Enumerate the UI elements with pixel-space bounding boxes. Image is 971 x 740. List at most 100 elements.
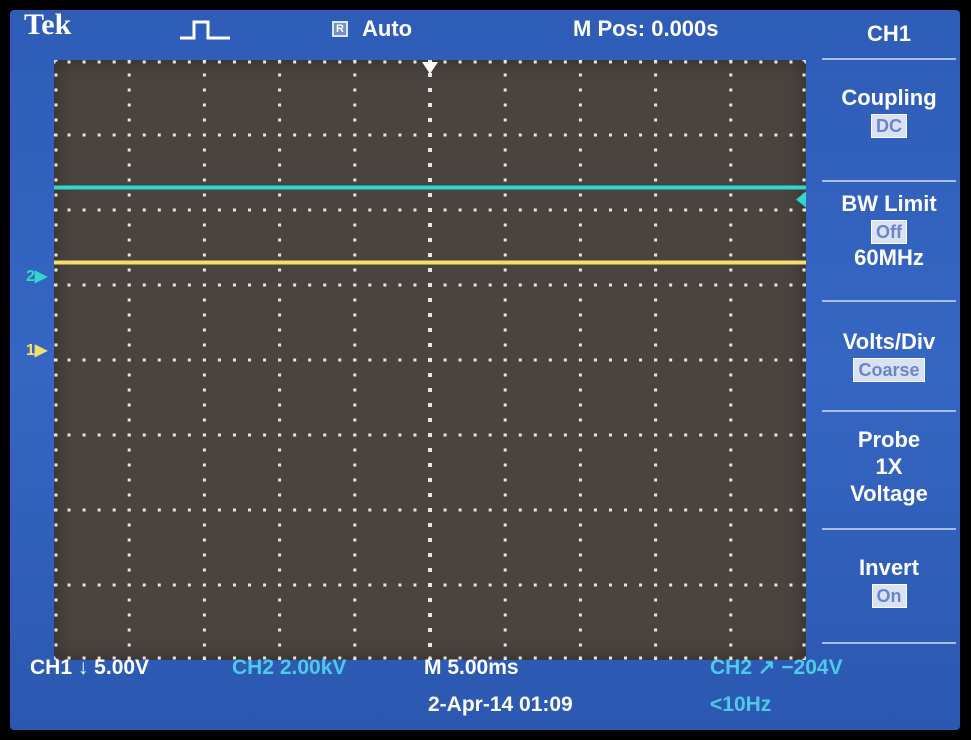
graticule-dot — [278, 223, 282, 227]
graticule-dot — [654, 643, 658, 647]
date-time-readout: 2-Apr-14 01:09 — [428, 693, 573, 716]
graticule-dot — [67, 283, 71, 287]
graticule-dot — [202, 88, 206, 92]
graticule-dot — [127, 448, 131, 452]
graticule-dot — [428, 643, 432, 647]
graticule-dot — [654, 343, 658, 347]
graticule-dot — [353, 223, 357, 227]
graticule-dot — [428, 628, 432, 632]
graticule-dot — [774, 60, 778, 64]
graticule-dot — [578, 463, 582, 467]
graticule-dot — [578, 553, 582, 557]
graticule-dot — [127, 298, 131, 302]
graticule-dot — [639, 656, 643, 660]
graticule-dot — [608, 656, 612, 660]
graticule-dot — [428, 118, 432, 122]
graticule-dot — [293, 133, 297, 137]
graticule-dot — [654, 238, 658, 242]
graticule-dot — [578, 656, 582, 660]
graticule-dot — [654, 60, 658, 64]
graticule-dot — [398, 508, 402, 512]
graticule-dot — [518, 133, 522, 137]
ch1-scale-readout: CH1 ↓ 5.00V — [30, 656, 150, 679]
graticule-dot — [157, 283, 161, 287]
graticule-dot — [172, 358, 176, 362]
graticule-dot — [217, 208, 221, 212]
bw-limit-button[interactable]: BW Limit Off 60MHz — [818, 190, 960, 271]
coupling-value: DC — [871, 114, 907, 138]
graticule-dot — [774, 358, 778, 362]
graticule-dot — [54, 658, 58, 660]
graticule-dot — [578, 403, 582, 407]
graticule-dot — [729, 493, 733, 497]
graticule-dot — [654, 508, 658, 512]
graticule-dot — [248, 656, 252, 660]
graticule-dot — [548, 433, 552, 437]
graticule-dot — [278, 643, 282, 647]
graticule-dot — [503, 238, 507, 242]
graticule-dot — [473, 433, 477, 437]
coupling-button[interactable]: Coupling DC — [818, 84, 960, 138]
graticule-dot — [54, 583, 58, 587]
graticule-dot — [54, 358, 58, 362]
graticule-dot — [398, 358, 402, 362]
graticule-dot — [157, 583, 161, 587]
graticule-dot — [67, 208, 71, 212]
graticule-dot — [248, 508, 252, 512]
graticule-dot — [759, 60, 763, 64]
graticule-dot — [278, 418, 282, 422]
graticule-dot — [802, 628, 806, 632]
graticule-dot — [263, 208, 267, 212]
graticule-dot — [443, 60, 447, 64]
graticule-dot — [202, 298, 206, 302]
invert-button[interactable]: Invert On — [818, 554, 960, 608]
graticule-dot — [684, 433, 688, 437]
graticule-dot — [789, 60, 793, 64]
graticule-dot — [428, 478, 432, 482]
probe-button[interactable]: Probe 1X Voltage — [818, 426, 960, 507]
graticule-dot — [593, 60, 597, 64]
graticule-dot — [578, 268, 582, 272]
graticule-dot — [127, 508, 131, 512]
graticule-dot — [248, 358, 252, 362]
graticule-dot — [202, 493, 206, 497]
graticule-dot — [578, 388, 582, 392]
graticule-dot — [293, 656, 297, 660]
graticule-dot — [802, 418, 806, 422]
graticule-dot — [187, 60, 191, 64]
graticule-dot — [578, 193, 582, 197]
graticule-dot — [684, 283, 688, 287]
graticule-dot — [82, 508, 86, 512]
graticule-dot — [503, 598, 507, 602]
graticule-dot — [293, 283, 297, 287]
menu-divider — [822, 180, 956, 182]
graticule-dot — [187, 583, 191, 587]
graticule-dot — [669, 60, 673, 64]
graticule-dot — [323, 433, 327, 437]
graticule-dot — [278, 133, 282, 137]
volts-div-button[interactable]: Volts/Div Coarse — [818, 328, 960, 382]
graticule-dot — [202, 553, 206, 557]
graticule-dot — [323, 283, 327, 287]
graticule-dot — [202, 448, 206, 452]
graticule-dot — [699, 656, 703, 660]
graticule-dot — [744, 433, 748, 437]
graticule-dot — [714, 656, 718, 660]
graticule-dot — [127, 463, 131, 467]
graticule-dot — [112, 358, 116, 362]
graticule-dot — [578, 508, 582, 512]
graticule-dot — [112, 433, 116, 437]
graticule-dot — [714, 133, 718, 137]
graticule-dot — [127, 103, 131, 107]
graticule-dot — [624, 583, 628, 587]
graticule-dot — [744, 208, 748, 212]
graticule-dot — [473, 60, 477, 64]
graticule-dot — [503, 88, 507, 92]
graticule-dot — [353, 553, 357, 557]
graticule-dot — [699, 133, 703, 137]
oscilloscope-screen: Tek R Auto M Pos: 0.000s 2▶ 1▶ CH1 Coupl… — [10, 10, 960, 730]
graticule-dot — [729, 523, 733, 527]
graticule-dot — [428, 568, 432, 572]
graticule-dot — [278, 193, 282, 197]
graticule-dot — [278, 358, 282, 362]
